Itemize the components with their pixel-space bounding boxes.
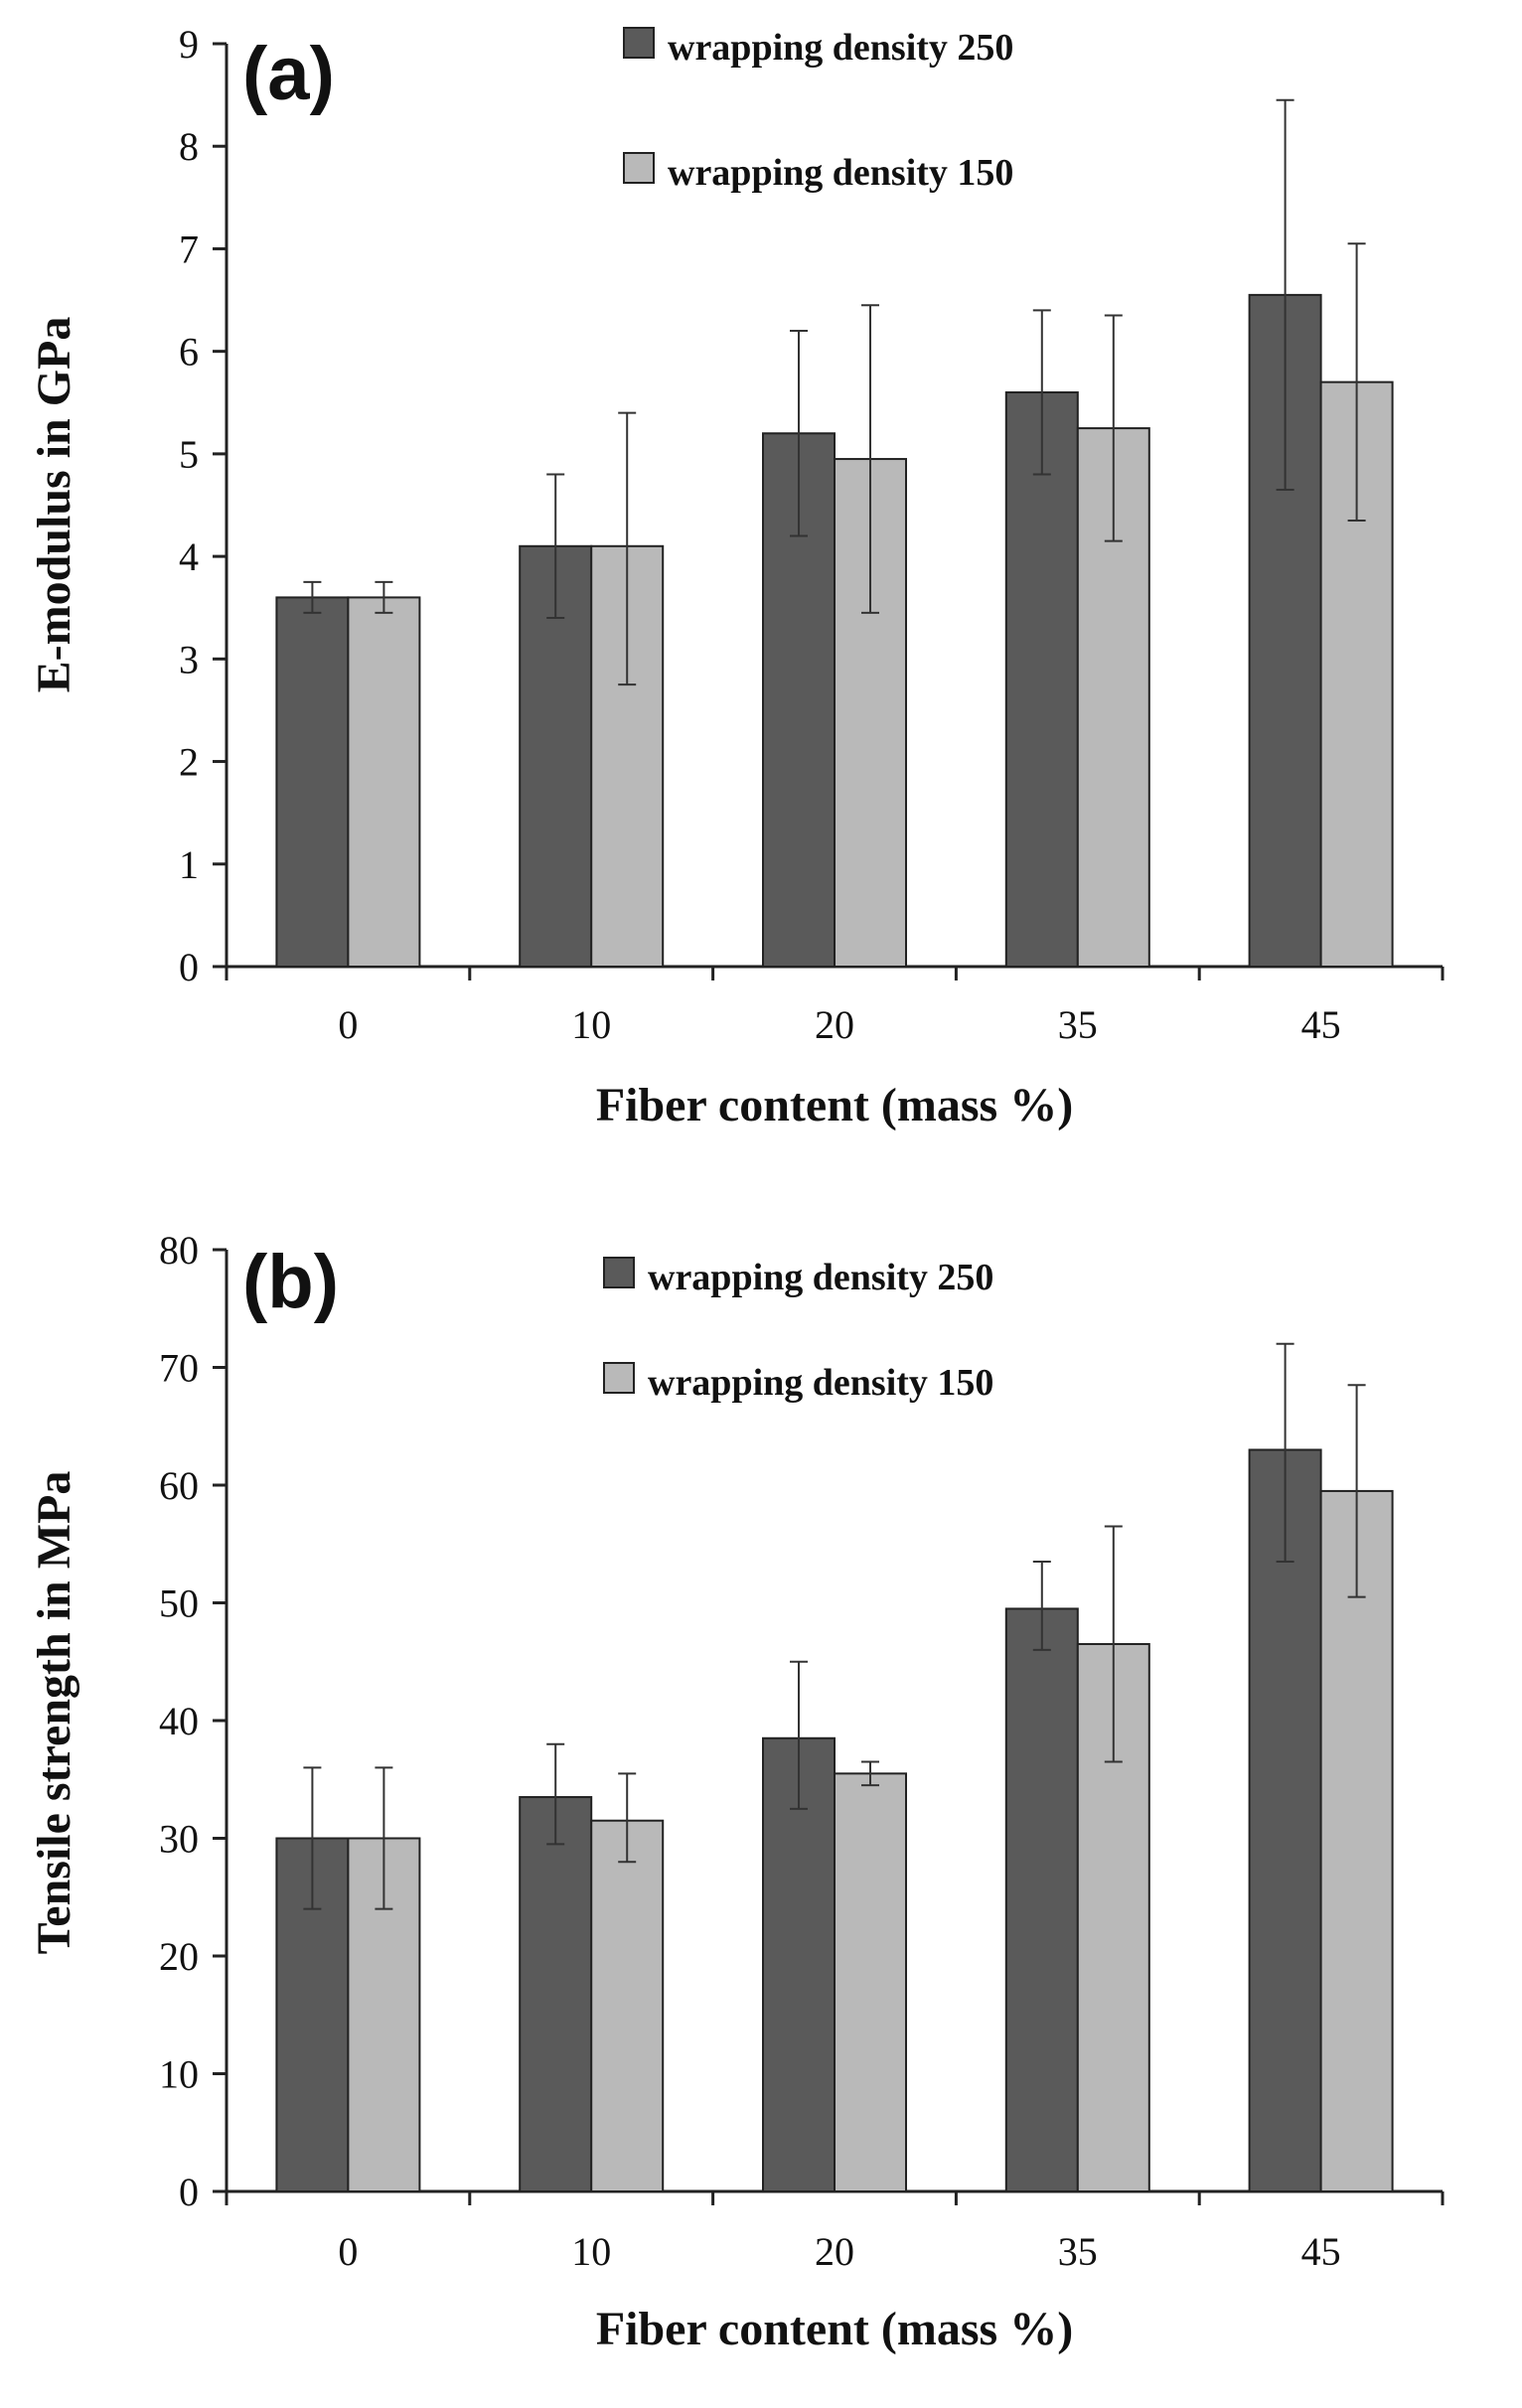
legend-label: wrapping density 150 xyxy=(668,152,1013,194)
y-tick-label: 10 xyxy=(159,2052,199,2097)
y-tick-label: 9 xyxy=(179,22,199,67)
bar-density-250 xyxy=(519,1796,593,2193)
y-tick-label: 4 xyxy=(179,534,199,579)
legend-swatch-density-150 xyxy=(623,152,655,184)
y-tick-label: 70 xyxy=(159,1346,199,1391)
y-tick-label: 1 xyxy=(179,842,199,887)
legend-label: wrapping density 250 xyxy=(668,27,1013,69)
y-axis-title: Tensile strength in MPa xyxy=(28,1471,80,1955)
legend-swatch-density-250 xyxy=(623,27,655,59)
y-tick-label: 30 xyxy=(159,1817,199,1862)
y-tick-label: 2 xyxy=(179,740,199,785)
y-tick-label: 8 xyxy=(179,124,199,169)
y-tick-label: 6 xyxy=(179,330,199,375)
x-tick-label: 0 xyxy=(338,1002,358,1047)
chart-panel-b: 0 10 20 30 40 50 60 70 80 0 10 20 35 45 Fiber content … xyxy=(0,1172,1522,2408)
chart-panel-a: 0 1 2 3 4 5 6 7 8 9 0 10 20 35 45 Fiber content (mass %… xyxy=(0,0,1522,1172)
bar-density-250 xyxy=(1004,390,1079,968)
y-axis-title: E-modulus in GPa xyxy=(28,317,80,693)
legend-swatch-density-250 xyxy=(603,1257,635,1288)
bar-density-150 xyxy=(834,1772,907,2192)
x-tick-label: 0 xyxy=(338,2229,358,2274)
bar-density-150 xyxy=(347,596,421,969)
bar-density-250 xyxy=(1004,1607,1079,2192)
y-tick-label: 20 xyxy=(159,1934,199,1979)
y-tick-label: 7 xyxy=(179,226,199,271)
panel-label: (b) xyxy=(242,1240,339,1324)
x-tick-label: 10 xyxy=(571,1002,611,1047)
y-tick-label: 80 xyxy=(159,1228,199,1273)
y-tick-label: 0 xyxy=(179,945,199,989)
x-tick-label: 45 xyxy=(1301,1002,1341,1047)
y-tick-label: 40 xyxy=(159,1699,199,1743)
bar-density-150 xyxy=(590,1819,665,2192)
legend-label: wrapping density 150 xyxy=(648,1362,993,1404)
x-tick-label: 35 xyxy=(1058,2229,1098,2274)
panel-label: (a) xyxy=(242,32,335,116)
x-axis-title: Fiber content (mass %) xyxy=(596,1079,1073,1131)
bar-density-250 xyxy=(275,596,350,969)
x-tick-label: 20 xyxy=(815,2229,854,2274)
y-tick-label: 0 xyxy=(179,2170,199,2214)
x-axis-title: Fiber content (mass %) xyxy=(596,2303,1073,2355)
y-tick-label: 5 xyxy=(179,432,199,477)
x-tick-label: 20 xyxy=(815,1002,854,1047)
y-tick-label: 50 xyxy=(159,1581,199,1626)
x-tick-label: 10 xyxy=(571,2229,611,2274)
legend-label: wrapping density 250 xyxy=(648,1257,993,1298)
x-tick-label: 45 xyxy=(1301,2229,1341,2274)
x-tick-label: 35 xyxy=(1058,1002,1098,1047)
legend-swatch-density-150 xyxy=(603,1362,635,1394)
chart-b-svg: 0 10 20 30 40 50 60 70 80 0 10 20 35 45 Fiber content … xyxy=(28,1228,1445,2355)
y-tick-label: 60 xyxy=(159,1463,199,1508)
y-tick-label: 3 xyxy=(179,637,199,681)
